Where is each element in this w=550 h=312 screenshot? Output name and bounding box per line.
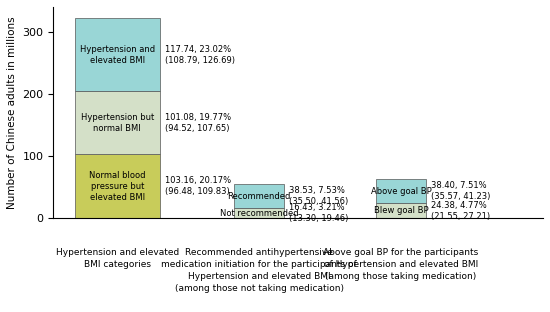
Text: 38.40, 7.51%
(35.57, 41.23): 38.40, 7.51% (35.57, 41.23) <box>431 181 490 201</box>
Text: Hypertension and
elevated BMI: Hypertension and elevated BMI <box>80 45 155 65</box>
Text: Hypertension and elevated
BMI categories: Hypertension and elevated BMI categories <box>56 248 179 269</box>
Text: 101.08, 19.77%
(94.52, 107.65): 101.08, 19.77% (94.52, 107.65) <box>165 113 231 133</box>
Bar <box>376 203 426 218</box>
Text: Normal blood
pressure but
elevated BMI: Normal blood pressure but elevated BMI <box>89 171 145 202</box>
Text: Not recommended: Not recommended <box>220 209 299 218</box>
Text: 38.53, 7.53%
(35.50, 41.56): 38.53, 7.53% (35.50, 41.56) <box>289 186 348 206</box>
Text: Hypertension but
normal BMI: Hypertension but normal BMI <box>81 113 154 133</box>
Bar <box>75 18 160 91</box>
Bar <box>376 179 426 203</box>
Bar <box>75 154 160 218</box>
Text: Above goal BP for the participants
of Hypertension and elevated BMI
(among those: Above goal BP for the participants of Hy… <box>323 248 478 281</box>
Text: Recommended: Recommended <box>228 192 291 201</box>
Text: Recommended antihypertensive
medication initiation for the participants of
Hyper: Recommended antihypertensive medication … <box>161 248 357 293</box>
Text: 16.43, 3.21%
(13.30, 19.46): 16.43, 3.21% (13.30, 19.46) <box>289 203 348 223</box>
Text: Above goal BP: Above goal BP <box>371 187 432 196</box>
Bar <box>234 184 284 208</box>
Text: 103.16, 20.17%
(96.48, 109.83): 103.16, 20.17% (96.48, 109.83) <box>165 176 231 196</box>
Y-axis label: Number of Chinese adults in millions: Number of Chinese adults in millions <box>7 16 17 209</box>
Text: 117.74, 23.02%
(108.79, 126.69): 117.74, 23.02% (108.79, 126.69) <box>165 45 235 65</box>
Bar <box>234 208 284 218</box>
Text: Blew goal BP: Blew goal BP <box>374 206 428 215</box>
Bar <box>75 91 160 154</box>
Text: 24.38, 4.77%
(21.55, 27.21): 24.38, 4.77% (21.55, 27.21) <box>431 201 490 221</box>
